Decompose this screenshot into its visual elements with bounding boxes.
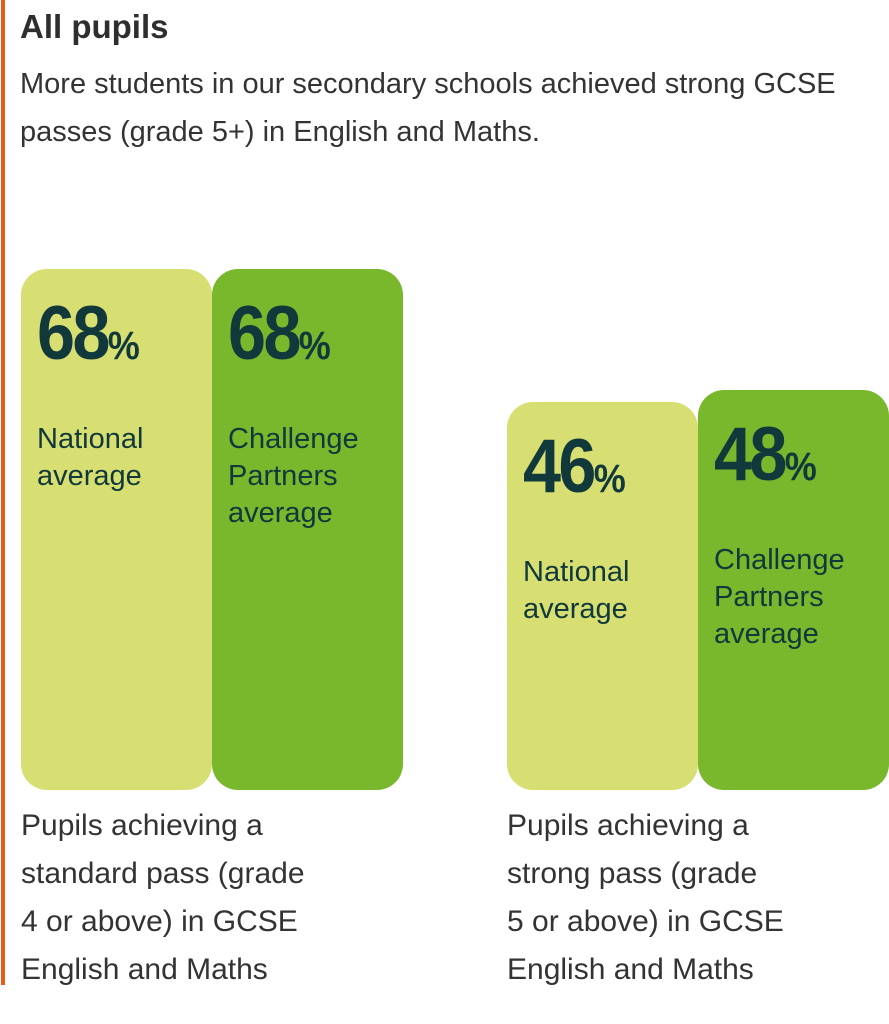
category-caption: Pupils achieving a standard pass (grade … (21, 809, 305, 986)
challenge-partners-bar: 48% Challenge Partners average (698, 389, 889, 790)
data-label-value: 68% (37, 289, 140, 391)
series-label: Challenge Partners average (714, 543, 845, 650)
value-number: 48 (714, 411, 787, 497)
value-unit: % (298, 323, 331, 368)
data-label-value: 46% (523, 422, 626, 524)
series-label: Challenge Partners average (228, 422, 359, 529)
series-label: National average (37, 422, 144, 492)
challenge-partners-bar: 68% Challenge Partners average (212, 268, 403, 790)
national-average-bar: 46% National average (507, 401, 698, 790)
value-number: 46 (523, 423, 596, 509)
data-label-value: 68% (228, 289, 331, 391)
value-number: 68 (228, 290, 301, 376)
chart-subtitle: More students in our secondary schools a… (20, 68, 836, 148)
national-average-bar: 68% National average (21, 268, 212, 790)
data-label-value: 48% (714, 410, 817, 512)
value-unit: % (784, 444, 817, 489)
value-unit: % (107, 323, 140, 368)
value-number: 68 (37, 290, 110, 376)
series-label: National average (523, 555, 630, 625)
accent-rule (1, 0, 5, 985)
chart-title: All pupils (20, 8, 169, 45)
value-unit: % (593, 456, 626, 501)
category-caption: Pupils achieving a strong pass (grade 5 … (507, 809, 784, 986)
